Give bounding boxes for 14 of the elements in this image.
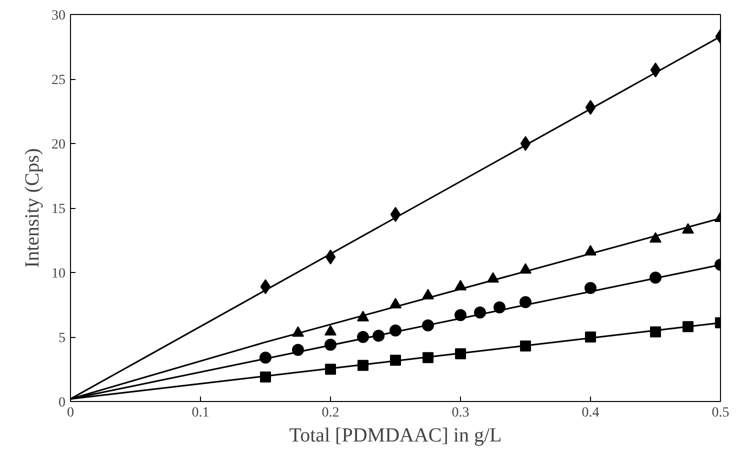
x-tick-label: 0.4 [582, 406, 600, 420]
y-tick-label: 25 [52, 73, 66, 88]
x-tick-label: 0.5 [712, 406, 730, 420]
x-tick-label: 0.3 [452, 406, 470, 420]
y-tick-label: 0 [58, 396, 66, 410]
y-tick-label: 20 [52, 138, 66, 152]
x-axis-title: Total [PDMDAAC] in g/L [289, 424, 502, 446]
y-tick-label: 10 [52, 266, 66, 282]
x-tick-label: 0.2 [322, 406, 340, 420]
y-tick-label: 15 [52, 202, 66, 217]
y-axis-title: Intensity (Cps) [22, 148, 44, 268]
y-tick-label: 5 [58, 331, 66, 346]
y-tick-label: 30 [52, 8, 66, 24]
x-tick-label: 0.1 [192, 406, 210, 420]
